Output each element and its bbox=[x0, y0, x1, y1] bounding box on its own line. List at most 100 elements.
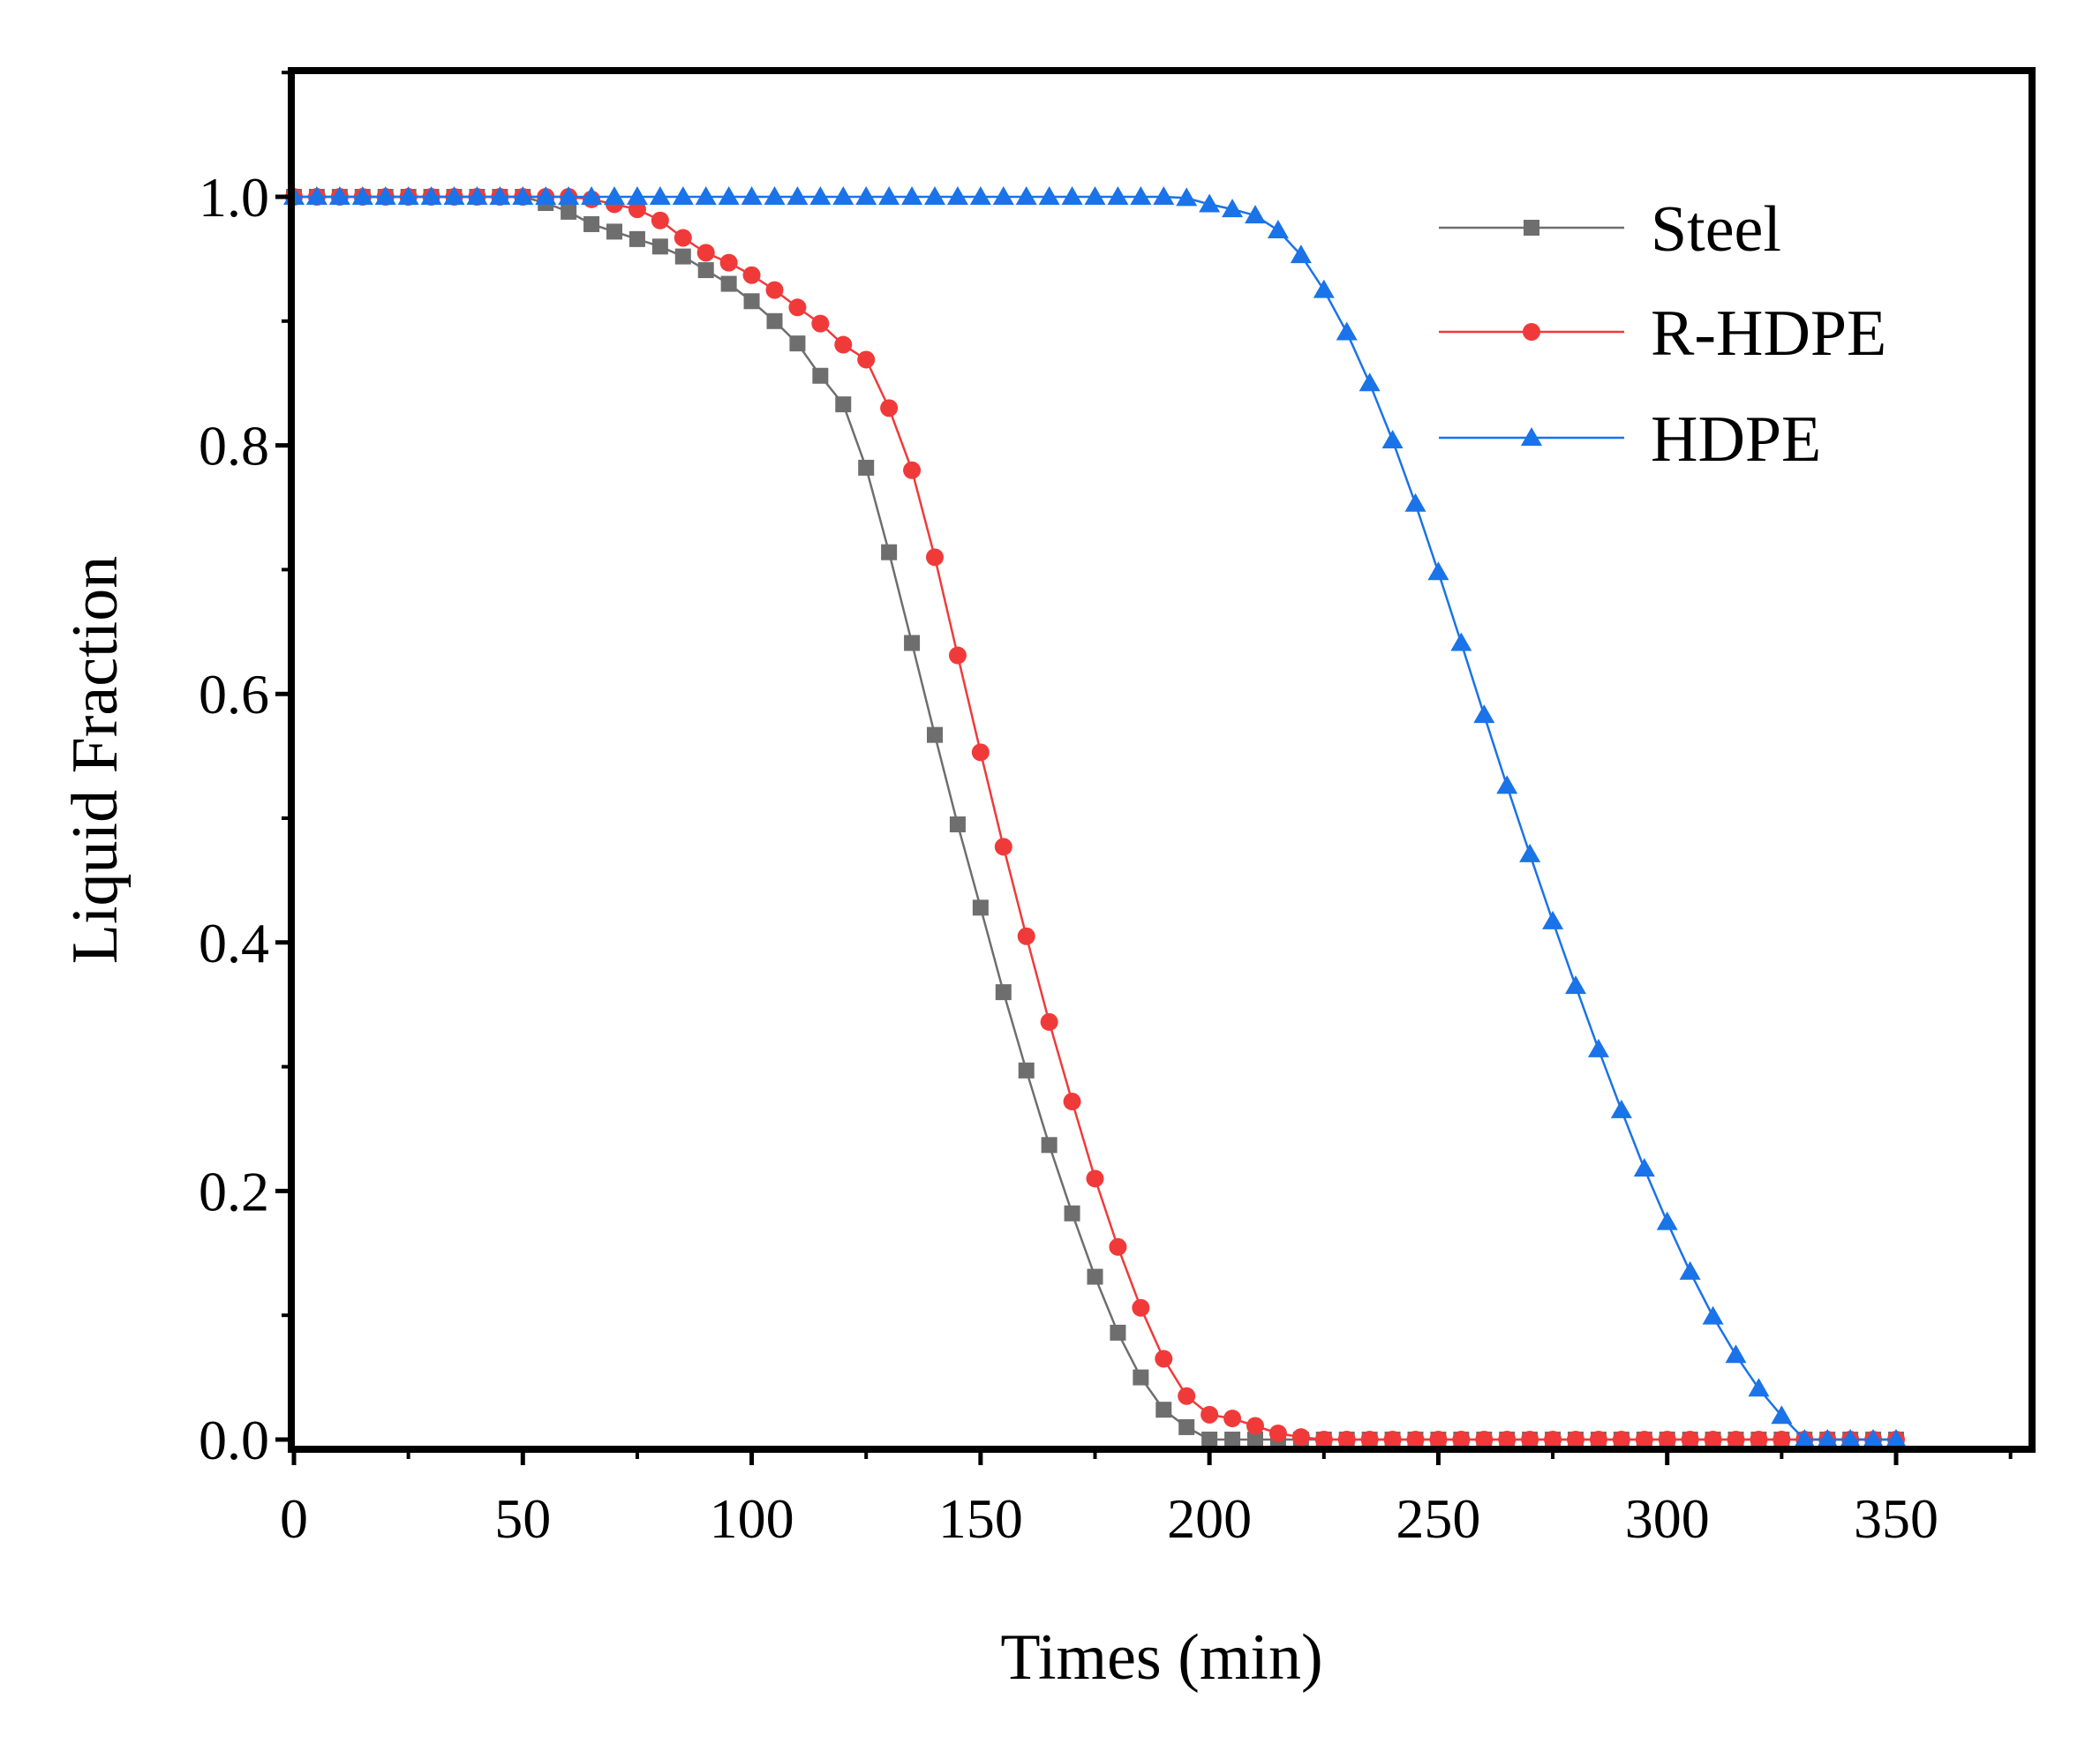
data-point-steel bbox=[858, 459, 875, 476]
data-point-steel bbox=[995, 984, 1012, 1001]
data-point-r-hdpe bbox=[1132, 1298, 1150, 1317]
data-point-r-hdpe bbox=[926, 548, 944, 567]
data-point-hdpe bbox=[809, 186, 832, 205]
data-point-steel bbox=[697, 262, 714, 279]
x-tick-label: 0 bbox=[280, 1487, 308, 1550]
data-point-hdpe bbox=[1565, 975, 1586, 995]
data-point-hdpe bbox=[672, 186, 694, 205]
x-tick-label: 100 bbox=[710, 1487, 794, 1550]
data-point-r-hdpe bbox=[1360, 1431, 1379, 1448]
x-tick-label: 50 bbox=[494, 1487, 551, 1550]
data-point-hdpe bbox=[1267, 220, 1289, 239]
data-point-hdpe bbox=[1519, 843, 1541, 862]
data-point-r-hdpe bbox=[1383, 1431, 1402, 1448]
data-point-hdpe bbox=[992, 186, 1014, 205]
data-point-r-hdpe bbox=[1201, 1405, 1219, 1424]
data-point-r-hdpe bbox=[765, 281, 784, 299]
data-point-hdpe bbox=[1404, 493, 1426, 512]
legend-label: R-HDPE bbox=[1651, 297, 1886, 370]
data-point-steel bbox=[904, 635, 921, 651]
data-point-hdpe bbox=[1153, 186, 1175, 205]
x-tick-label: 150 bbox=[938, 1487, 1023, 1550]
data-point-hdpe bbox=[649, 186, 671, 205]
data-point-r-hdpe bbox=[742, 266, 761, 284]
data-point-steel bbox=[743, 293, 760, 310]
x-tick-label: 250 bbox=[1396, 1487, 1480, 1550]
data-point-hdpe bbox=[489, 186, 511, 205]
data-point-hdpe bbox=[626, 186, 648, 205]
data-point-hdpe bbox=[1245, 205, 1266, 224]
data-point-hdpe bbox=[351, 186, 373, 205]
data-point-r-hdpe bbox=[1429, 1431, 1448, 1448]
data-point-steel bbox=[561, 203, 577, 220]
data-point-r-hdpe bbox=[1452, 1431, 1471, 1448]
data-point-hdpe bbox=[855, 186, 877, 205]
data-point-hdpe bbox=[1656, 1211, 1678, 1230]
data-point-steel bbox=[927, 726, 943, 743]
data-point-steel bbox=[1247, 1432, 1263, 1448]
data-point-hdpe bbox=[1863, 1429, 1885, 1448]
data-point-hdpe bbox=[443, 186, 465, 205]
data-point-r-hdpe bbox=[948, 646, 967, 665]
data-point-r-hdpe bbox=[971, 743, 990, 762]
y-tick-label: 1.0 bbox=[199, 166, 269, 229]
data-point-hdpe bbox=[374, 186, 396, 205]
data-point-r-hdpe bbox=[811, 314, 830, 333]
data-point-r-hdpe bbox=[1291, 1428, 1310, 1447]
data-point-hdpe bbox=[1107, 186, 1129, 205]
legend-item-r-hdpe: R-HDPE bbox=[1439, 297, 1886, 370]
data-point-r-hdpe bbox=[674, 229, 692, 247]
data-point-r-hdpe bbox=[1178, 1387, 1196, 1405]
data-point-hdpe bbox=[1336, 321, 1358, 341]
data-point-r-hdpe bbox=[1498, 1431, 1517, 1448]
legend-marker-r-hdpe bbox=[1523, 323, 1540, 341]
data-point-hdpe bbox=[1542, 910, 1564, 929]
data-point-hdpe bbox=[1359, 372, 1381, 392]
data-point-hdpe bbox=[558, 186, 580, 205]
series-layer bbox=[283, 186, 1907, 1448]
data-point-steel bbox=[812, 367, 829, 384]
data-point-r-hdpe bbox=[1544, 1431, 1562, 1448]
data-point-hdpe bbox=[1496, 775, 1518, 794]
data-point-hdpe bbox=[1702, 1305, 1724, 1325]
data-point-r-hdpe bbox=[1727, 1431, 1745, 1448]
data-point-hdpe bbox=[1176, 187, 1198, 207]
data-point-hdpe bbox=[764, 186, 786, 205]
data-point-r-hdpe bbox=[857, 350, 876, 369]
axis-layer: 0 50 100 150 200 250 300 350 0.0 0.2 0.4 0.6 0.8 1.0 bbox=[199, 71, 2013, 1550]
x-tick-label: 350 bbox=[1854, 1487, 1938, 1550]
data-point-hdpe bbox=[581, 186, 603, 205]
data-point-steel bbox=[628, 230, 645, 247]
data-point-r-hdpe bbox=[880, 399, 899, 417]
legend: Steel R-HDPE HDPE bbox=[1439, 193, 1886, 476]
data-point-hdpe bbox=[1038, 186, 1060, 205]
data-point-r-hdpe bbox=[1635, 1431, 1653, 1448]
data-point-r-hdpe bbox=[903, 461, 922, 479]
data-point-steel bbox=[1041, 1137, 1058, 1154]
data-point-hdpe bbox=[718, 186, 740, 205]
data-point-r-hdpe bbox=[1268, 1424, 1287, 1442]
data-point-steel bbox=[1133, 1369, 1149, 1386]
data-point-steel bbox=[720, 275, 737, 292]
data-point-hdpe bbox=[1015, 186, 1037, 205]
data-point-hdpe bbox=[1222, 199, 1244, 218]
legend-label: HDPE bbox=[1651, 403, 1821, 476]
data-point-r-hdpe bbox=[1155, 1350, 1173, 1368]
data-point-hdpe bbox=[397, 186, 419, 205]
data-point-steel bbox=[881, 544, 898, 560]
series-line-hdpe bbox=[294, 195, 1896, 1441]
data-point-hdpe bbox=[695, 186, 717, 205]
data-point-r-hdpe bbox=[628, 200, 646, 219]
legend-marker-steel bbox=[1524, 220, 1539, 236]
data-point-hdpe bbox=[1610, 1099, 1632, 1118]
data-point-hdpe bbox=[1840, 1429, 1862, 1448]
data-point-steel bbox=[1064, 1205, 1080, 1222]
x-axis-title: Times (min) bbox=[1000, 1621, 1322, 1694]
data-point-steel bbox=[835, 396, 852, 413]
data-point-r-hdpe bbox=[788, 298, 807, 317]
data-point-steel bbox=[583, 215, 600, 232]
data-point-r-hdpe bbox=[1040, 1012, 1058, 1031]
series-steel bbox=[286, 189, 1904, 1448]
data-point-hdpe bbox=[946, 186, 968, 205]
